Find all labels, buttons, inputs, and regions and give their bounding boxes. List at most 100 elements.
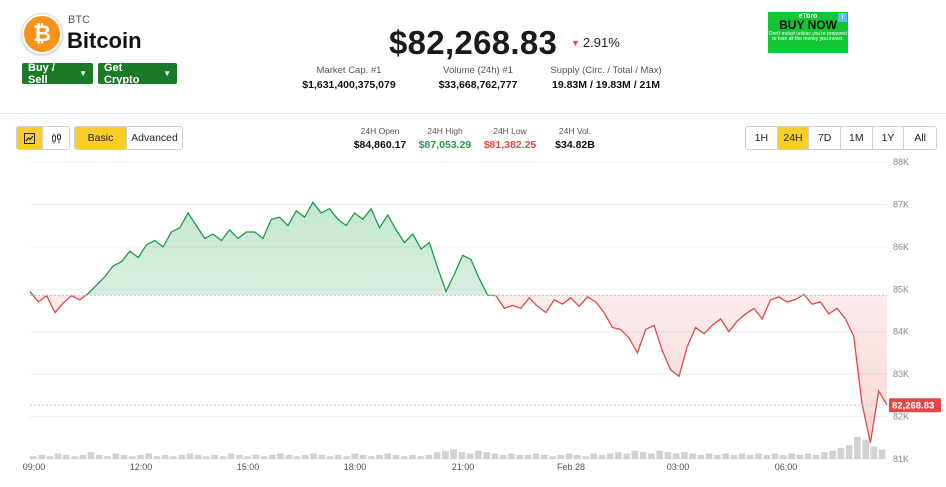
volume-bar bbox=[211, 454, 219, 459]
volume-bar bbox=[664, 452, 672, 459]
x-tick-label: Feb 28 bbox=[557, 462, 585, 472]
market-cap-stat: Market Cap. #1 $1,631,400,375,079 bbox=[300, 65, 398, 91]
day-low-stat: 24H Low $81,382.25 bbox=[480, 126, 540, 151]
range-1h[interactable]: 1H bbox=[746, 127, 778, 149]
volume-bar bbox=[219, 456, 227, 459]
etoro-ad-banner[interactable]: eToro BUY NOW Don't invest unless you're… bbox=[768, 12, 848, 53]
volume-bar bbox=[689, 453, 696, 459]
volume-bar bbox=[95, 454, 103, 459]
volume-bar bbox=[697, 454, 705, 459]
volume-bar bbox=[862, 439, 870, 459]
stat-value: $33,668,762,777 bbox=[438, 79, 518, 91]
volume-bar bbox=[713, 454, 721, 459]
stat-value: $1,631,400,375,079 bbox=[302, 79, 396, 91]
buy-sell-button[interactable]: Buy / Sell ▼ bbox=[22, 62, 93, 86]
volume-bar bbox=[763, 454, 771, 459]
coin-name: Bitcoin bbox=[67, 28, 142, 53]
volume-bar bbox=[466, 453, 474, 459]
volume-bar bbox=[376, 454, 383, 459]
volume-bar bbox=[417, 456, 425, 459]
get-crypto-label: Get Crypto bbox=[104, 61, 140, 86]
volume-bar bbox=[318, 454, 326, 459]
chevron-down-icon: ▼ bbox=[79, 69, 87, 78]
volume-bar bbox=[845, 445, 853, 459]
day-stat-label: 24H Low bbox=[493, 126, 527, 136]
area-below-open bbox=[32, 295, 887, 443]
get-crypto-button[interactable]: Get Crypto ▼ bbox=[98, 61, 177, 86]
volume-bar bbox=[46, 456, 54, 459]
mode-basic[interactable]: Basic bbox=[75, 127, 128, 149]
volume-bar bbox=[334, 454, 342, 459]
range-24h[interactable]: 24H bbox=[777, 127, 810, 149]
volume-bar bbox=[590, 453, 598, 459]
range-1m[interactable]: 1M bbox=[841, 127, 873, 149]
volume-bar bbox=[804, 453, 812, 459]
day-stat-value: $87,053.29 bbox=[418, 139, 472, 151]
y-tick-label: 87K bbox=[893, 199, 909, 209]
current-price: $82,268.83 bbox=[389, 24, 558, 61]
chevron-down-icon: ▼ bbox=[163, 69, 171, 78]
volume-bar bbox=[79, 454, 87, 459]
arrow-down-icon: ▼ bbox=[571, 37, 580, 48]
y-tick-label: 81K bbox=[893, 454, 909, 464]
x-tick-label: 15:00 bbox=[237, 462, 260, 472]
volume-bar bbox=[532, 453, 540, 459]
area-above-open bbox=[30, 202, 887, 296]
range-all[interactable]: All bbox=[914, 132, 927, 144]
volume-bar bbox=[615, 452, 622, 459]
range-7d[interactable]: 7D bbox=[809, 127, 842, 149]
volume-bar bbox=[161, 454, 169, 459]
volume-bar bbox=[656, 450, 664, 459]
day-stat-value: $84,860.17 bbox=[353, 139, 407, 151]
volume-bar bbox=[351, 453, 359, 459]
supply-stat: Supply (Circ. / Total / Max) 19.83M / 19… bbox=[545, 65, 667, 91]
volume-bar bbox=[170, 456, 177, 459]
stat-label: Market Cap. #1 bbox=[316, 65, 382, 76]
volume-bar bbox=[730, 454, 738, 459]
volume-bar bbox=[400, 456, 408, 459]
x-tick-label: 06:00 bbox=[775, 462, 798, 472]
price-change-value: 2.91% bbox=[582, 35, 620, 50]
candlestick-icon[interactable] bbox=[43, 127, 69, 149]
mode-advanced[interactable]: Advanced bbox=[131, 132, 178, 144]
volume-bar bbox=[38, 454, 45, 459]
volume-bar bbox=[705, 453, 713, 459]
price-chart[interactable]: 81K 82K 83K 84K 85K 86K 87K 88K 09:00 12:00 15:00 1… bbox=[0, 155, 946, 487]
volume-bar bbox=[186, 453, 194, 459]
volume-bar bbox=[112, 453, 120, 459]
volume-bar bbox=[870, 446, 878, 459]
volume-bar bbox=[87, 452, 95, 459]
volume-bar bbox=[384, 453, 392, 459]
volume-bar bbox=[145, 453, 153, 459]
volume-bar bbox=[821, 452, 828, 459]
chart-mode-toggle: Basic Advanced bbox=[74, 126, 183, 150]
y-tick-label: 83K bbox=[893, 369, 909, 379]
day-stat-value: $81,382.25 bbox=[483, 139, 537, 151]
volume-bar bbox=[746, 454, 754, 459]
volume-bar bbox=[301, 454, 309, 459]
range-1y[interactable]: 1Y bbox=[873, 127, 905, 149]
y-tick-label: 84K bbox=[893, 327, 909, 337]
volume-bar bbox=[367, 456, 375, 459]
volume-bar bbox=[277, 453, 284, 459]
day-high-stat: 24H High $87,053.29 bbox=[415, 126, 475, 151]
line-chart-icon[interactable] bbox=[17, 127, 44, 149]
volume-bar bbox=[178, 454, 186, 459]
volume-bar bbox=[326, 456, 334, 459]
day-volume-stat: 24H Vol. $34.82B bbox=[549, 126, 601, 151]
volume-bar bbox=[260, 456, 268, 459]
ad-info-icon[interactable]: i bbox=[838, 13, 847, 22]
chart-type-toggle bbox=[16, 126, 70, 150]
time-range-toggle: 1H 24H 7D 1M 1Y All bbox=[745, 126, 937, 150]
volume-bar bbox=[499, 454, 507, 459]
day-open-stat: 24H Open $84,860.17 bbox=[349, 126, 411, 151]
volume-bar bbox=[755, 453, 762, 459]
volume-bar bbox=[392, 454, 400, 459]
volume-bar bbox=[565, 453, 573, 459]
volume-bar bbox=[639, 452, 647, 459]
stat-value: 19.83M / 19.83M / 21M bbox=[552, 79, 660, 91]
price-line-up bbox=[29, 201, 806, 296]
volume-bar bbox=[285, 454, 293, 459]
volume-bar bbox=[516, 454, 523, 459]
volume-bar bbox=[236, 454, 243, 459]
